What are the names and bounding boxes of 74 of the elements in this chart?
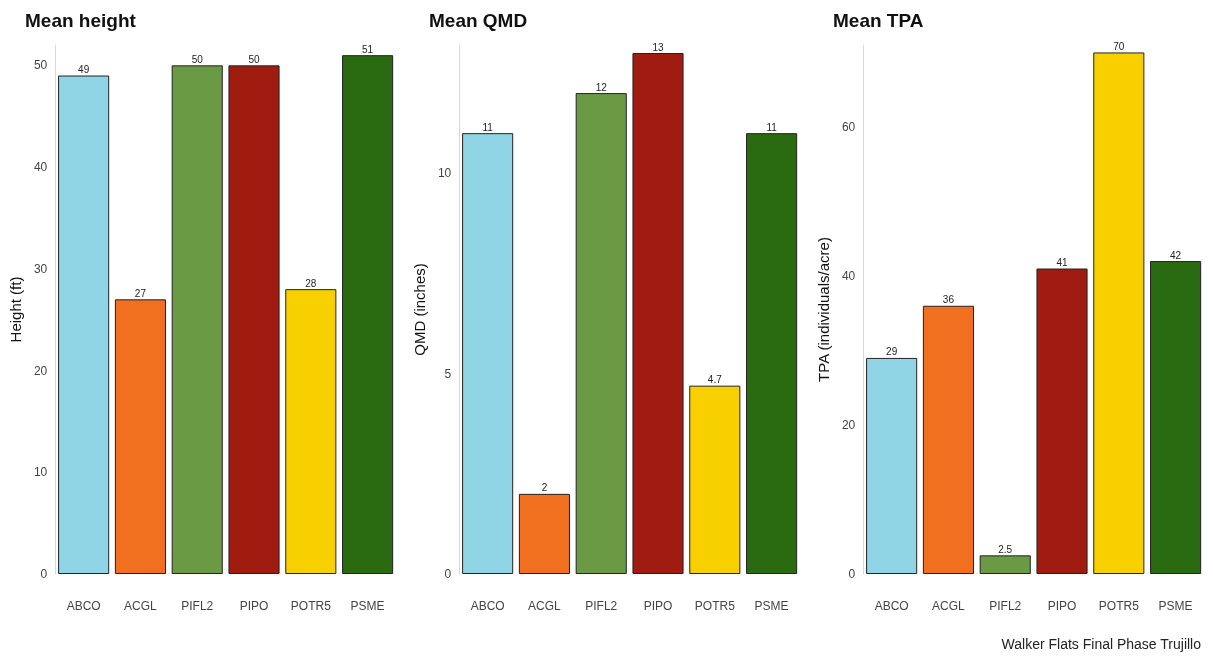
bar [575, 93, 627, 574]
bar [1036, 268, 1088, 574]
y-axis-title: TPA (individuals/acre) [815, 237, 832, 382]
y-tick-label: 40 [841, 268, 856, 283]
data-label: 36 [942, 294, 955, 306]
bar [114, 299, 166, 574]
y-axis-title: Height (ft) [7, 276, 24, 343]
bar [58, 75, 110, 574]
bar [342, 55, 394, 574]
data-label: 2.5 [998, 543, 1013, 555]
data-label: 50 [191, 53, 204, 65]
data-label: 50 [248, 53, 261, 65]
x-tick-label: PIPO [643, 599, 673, 613]
x-tick-label: PIFL2 [181, 599, 214, 613]
chart-title: Mean TPA [833, 10, 924, 31]
bar [228, 65, 280, 574]
x-tick-label: POTR5 [1098, 599, 1140, 613]
y-tick-label: 40 [33, 160, 48, 175]
data-label: 41 [1056, 257, 1069, 269]
y-tick-label: 10 [33, 465, 48, 480]
data-label: 51 [362, 43, 374, 55]
data-label: 13 [652, 41, 665, 53]
x-tick-label: ABCO [470, 599, 505, 613]
x-tick-label: PIFL2 [989, 599, 1022, 613]
y-tick-label: 5 [444, 366, 452, 381]
bar [922, 305, 974, 574]
x-tick-label: ABCO [874, 599, 909, 613]
data-label: 11 [482, 121, 494, 133]
data-label: 12 [595, 81, 608, 93]
x-tick-label: ABCO [66, 599, 101, 613]
bar [746, 133, 798, 574]
text: Walker Flats Final Phase Trujillo [1001, 636, 1201, 652]
y-tick-label: 20 [841, 417, 856, 432]
data-label: 28 [305, 277, 317, 289]
x-tick-label: PIFL2 [585, 599, 618, 613]
data-label: 4.7 [707, 374, 723, 386]
x-tick-label: ACGL [124, 599, 158, 613]
bar [462, 133, 514, 574]
x-tick-label: PIPO [239, 599, 269, 613]
x-tick-label: ACGL [528, 599, 562, 613]
y-tick-label: 10 [437, 166, 452, 181]
bar [866, 357, 918, 574]
bar [518, 493, 570, 574]
y-tick-label: 50 [33, 58, 48, 73]
data-label: 70 [1113, 40, 1125, 52]
x-tick-label: ACGL [932, 599, 966, 613]
x-tick-label: PIPO [1047, 599, 1077, 613]
y-tick-label: 0 [848, 567, 856, 581]
bar [979, 555, 1031, 574]
x-tick-label: PSME [754, 599, 789, 613]
data-label: 27 [134, 287, 147, 299]
bar [171, 65, 223, 574]
bar [1150, 261, 1202, 574]
bar [285, 289, 337, 574]
data-label: 29 [886, 346, 898, 358]
y-tick-label: 30 [33, 261, 48, 276]
chart-title: Mean QMD [429, 10, 528, 31]
data-label: 11 [766, 121, 778, 133]
y-tick-label: 0 [40, 567, 48, 581]
x-tick-label: PSME [1158, 599, 1193, 613]
data-label: 2 [541, 482, 548, 494]
y-tick-label: 20 [33, 363, 48, 378]
y-axis-title: QMD (inches) [411, 263, 428, 356]
bar [689, 385, 741, 574]
x-tick-label: PSME [350, 599, 385, 613]
chart-title: Mean height [25, 10, 137, 31]
y-tick-label: 60 [841, 119, 856, 134]
data-label: 42 [1170, 249, 1182, 261]
bar [632, 53, 684, 574]
data-label: 49 [78, 64, 90, 76]
x-tick-label: POTR5 [694, 599, 736, 613]
x-tick-label: POTR5 [290, 599, 332, 613]
y-tick-label: 0 [444, 567, 452, 581]
bar [1093, 52, 1145, 574]
